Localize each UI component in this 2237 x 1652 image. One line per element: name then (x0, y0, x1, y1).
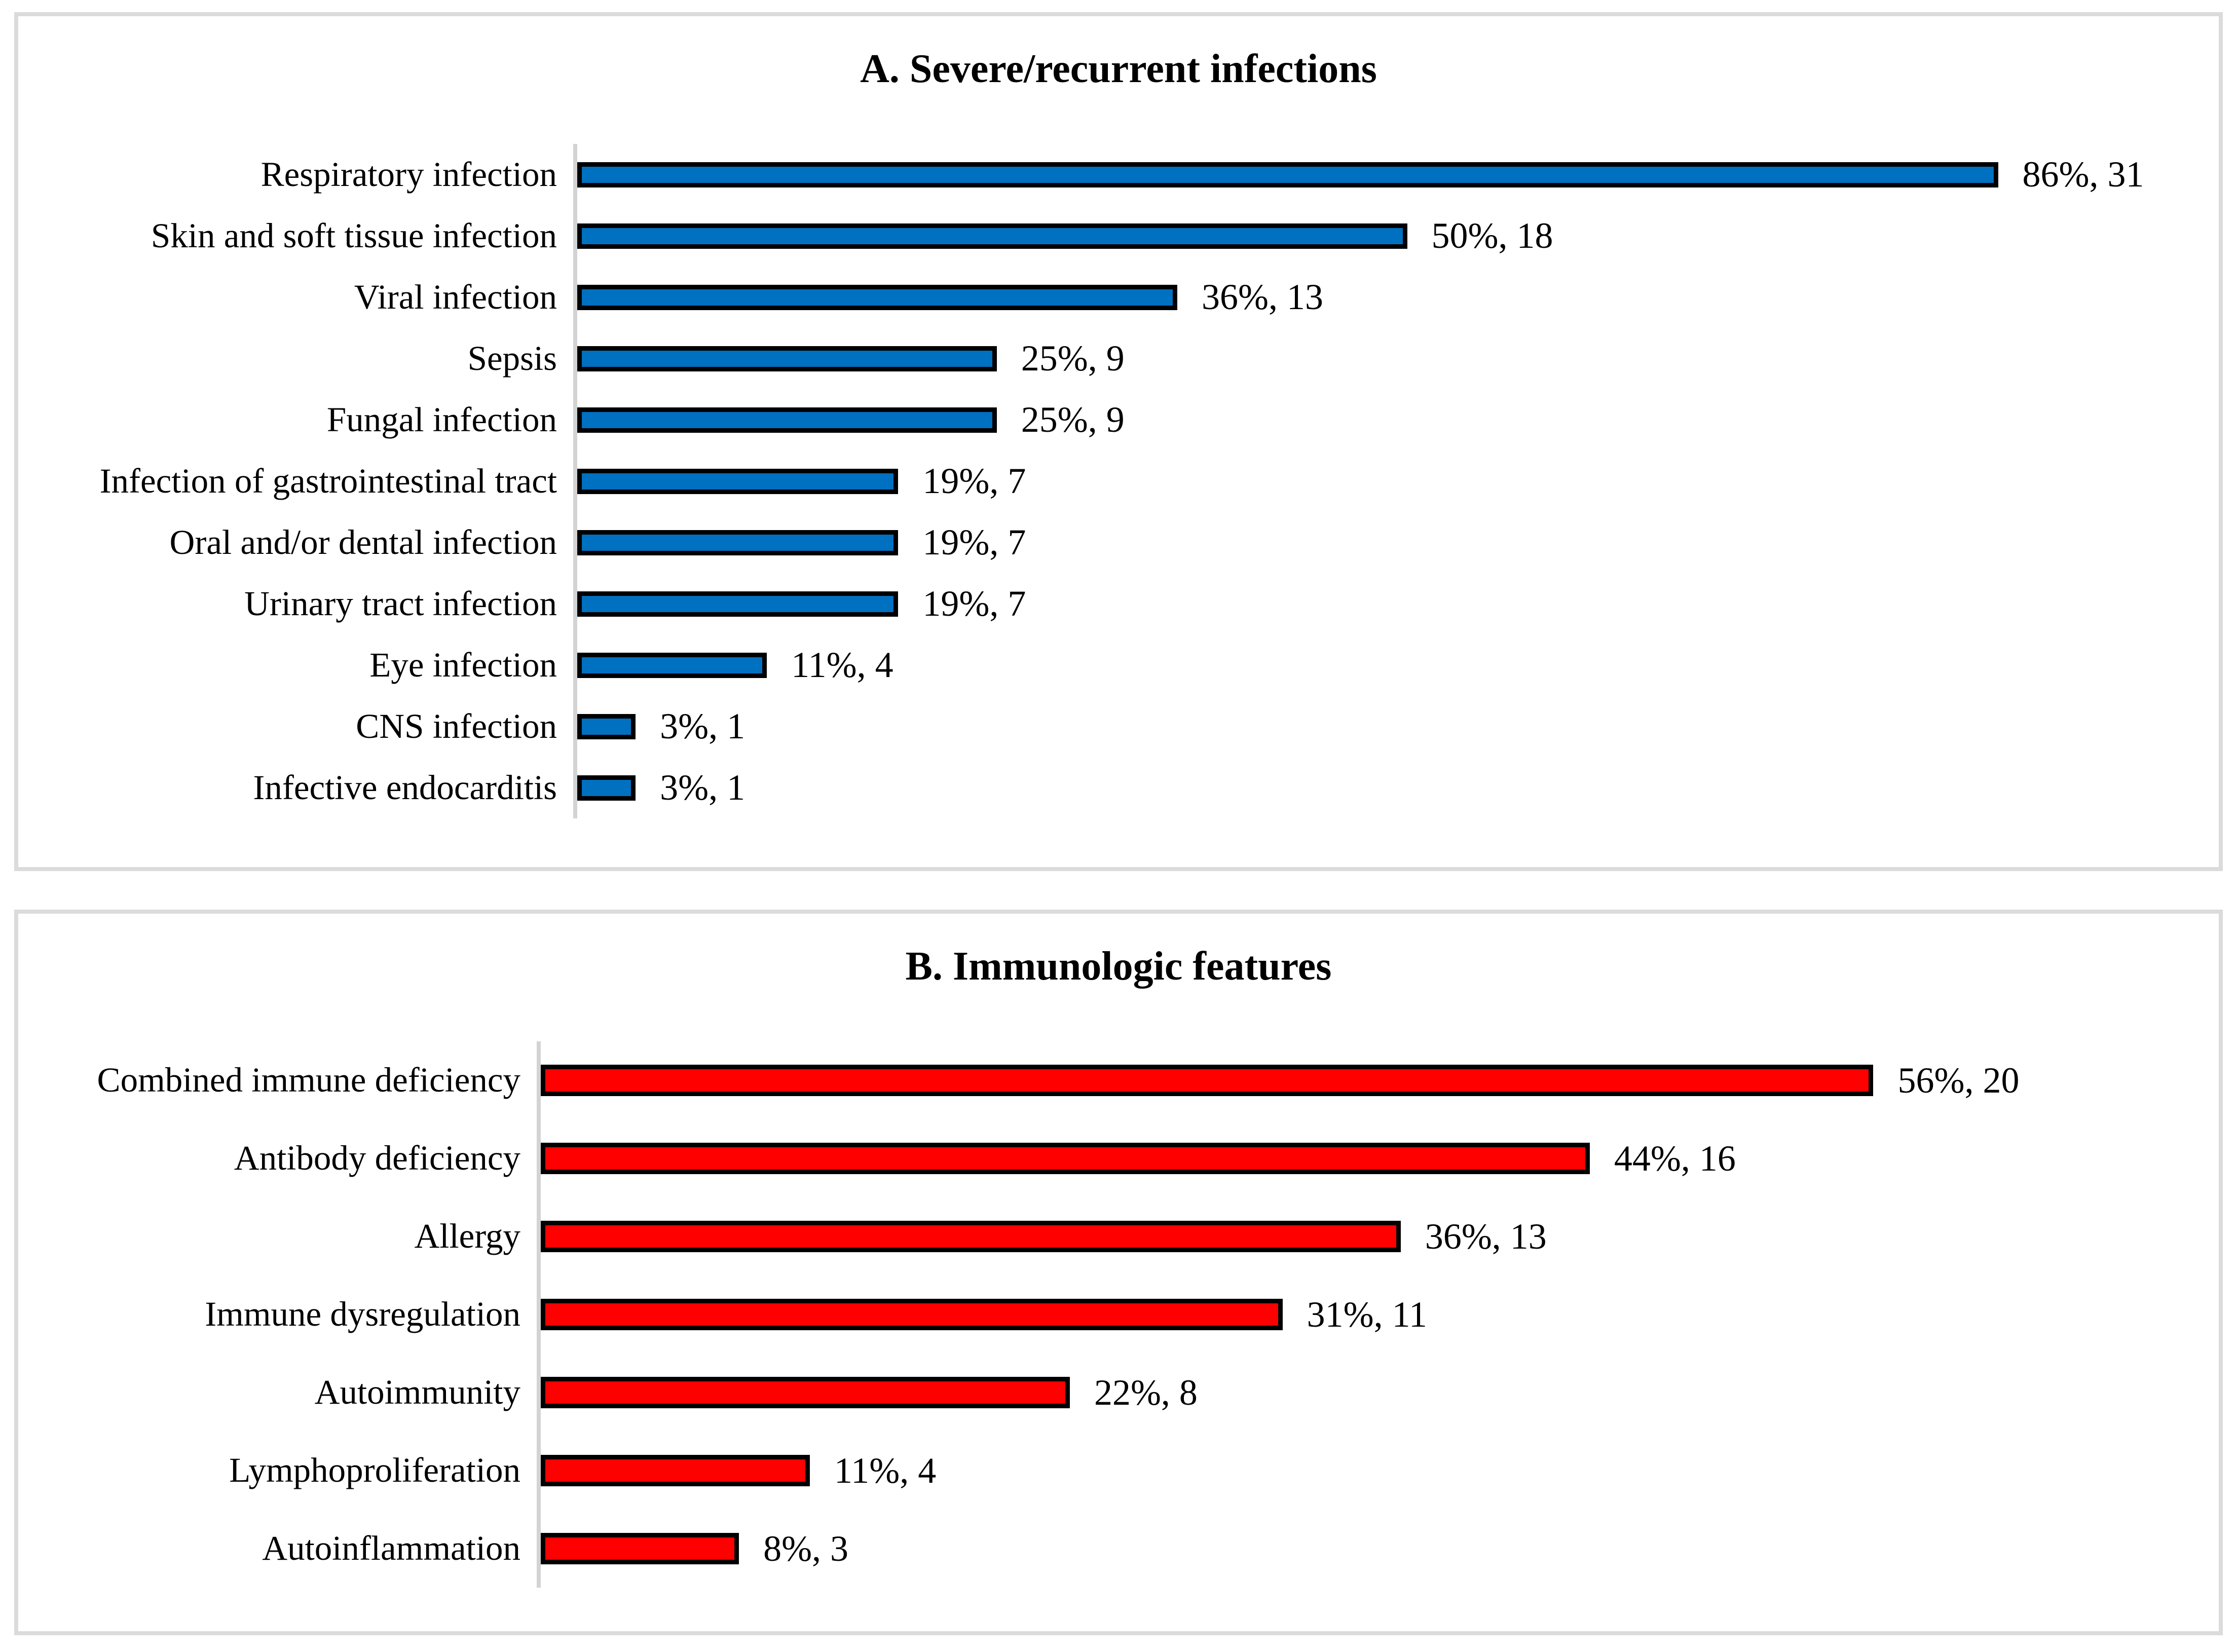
value-label: 22%, 8 (1094, 1372, 1198, 1413)
bar-area: 86%, 31 (573, 154, 2219, 196)
panel-immunologic-features: B. Immunologic features Combined immune … (14, 910, 2223, 1635)
value-label: 19%, 7 (922, 583, 1026, 624)
chart-row: Infective endocarditis 3%, 1 (18, 757, 2219, 818)
panel-a-title: A. Severe/recurrent infections (860, 47, 1377, 91)
chart-row: Oral and/or dental infection 19%, 7 (18, 512, 2219, 573)
chart-row: Lymphoproliferation 11%, 4 (18, 1432, 2219, 1510)
chart-row: Antibody deficiency 44%, 16 (18, 1119, 2219, 1197)
bar-area: 3%, 1 (573, 767, 2219, 809)
chart-row: Skin and soft tissue infection 50%, 18 (18, 205, 2219, 267)
data-bar (577, 223, 1407, 249)
panel-b-chart: Combined immune deficiency 56%, 20 Antibod… (18, 1041, 2219, 1588)
bar-area: 36%, 13 (537, 1216, 2219, 1258)
value-label: 31%, 11 (1307, 1294, 1427, 1335)
category-label: Urinary tract infection (244, 584, 557, 623)
value-label: 44%, 16 (1614, 1138, 1736, 1179)
data-bar (577, 284, 1178, 310)
chart-row: Allergy 36%, 13 (18, 1197, 2219, 1275)
panel-severe-recurrent-infections: A. Severe/recurrent infections Respirato… (14, 12, 2223, 871)
chart-row: Immune dysregulation 31%, 11 (18, 1275, 2219, 1354)
chart-row: CNS infection 3%, 1 (18, 696, 2219, 757)
chart-row: Combined immune deficiency 56%, 20 (18, 1041, 2219, 1119)
category-label: Autoinflammation (262, 1529, 520, 1568)
data-bar (541, 1533, 739, 1564)
category-label: Eye infection (369, 645, 557, 684)
data-bar (577, 530, 899, 555)
category-label: Skin and soft tissue infection (151, 216, 557, 255)
bar-area: 25%, 9 (573, 337, 2219, 380)
value-label: 8%, 3 (763, 1528, 849, 1569)
value-label: 50%, 18 (1431, 215, 1553, 256)
category-label: Immune dysregulation (205, 1295, 520, 1334)
bar-area: 36%, 13 (573, 276, 2219, 318)
data-bar (541, 1455, 810, 1486)
data-bar (577, 714, 636, 739)
data-bar (577, 468, 899, 494)
value-label: 3%, 1 (660, 706, 745, 746)
category-label: Respiratory infection (260, 155, 557, 194)
data-bar (577, 346, 997, 371)
bar-area: 50%, 18 (573, 215, 2219, 257)
data-bar (577, 591, 899, 617)
value-label: 56%, 20 (1897, 1060, 2020, 1101)
bar-area: 56%, 20 (537, 1060, 2219, 1102)
data-bar (577, 407, 997, 433)
data-bar (541, 1299, 1283, 1330)
value-label: 19%, 7 (922, 461, 1026, 501)
value-label: 3%, 1 (660, 767, 745, 808)
category-label: Oral and/or dental infection (169, 522, 557, 561)
value-label: 36%, 13 (1425, 1216, 1547, 1257)
chart-row: Infection of gastrointestinal tract 19%, … (18, 450, 2219, 512)
value-label: 11%, 4 (791, 645, 893, 685)
category-label: Sepsis (467, 339, 557, 378)
chart-row: Respiratory infection 86%, 31 (18, 144, 2219, 205)
bar-area: 19%, 7 (573, 460, 2219, 502)
bar-area: 19%, 7 (573, 521, 2219, 564)
category-label: Lymphoproliferation (229, 1451, 520, 1490)
bar-area: 25%, 9 (573, 399, 2219, 441)
chart-row: Fungal infection 25%, 9 (18, 389, 2219, 450)
data-bar (541, 1377, 1070, 1408)
bar-area: 31%, 11 (537, 1294, 2219, 1336)
category-axis-line (537, 1041, 541, 1588)
chart-row: Viral infection 36%, 13 (18, 267, 2219, 328)
category-label: Fungal infection (326, 400, 557, 439)
category-label: CNS infection (356, 706, 557, 745)
bar-area: 22%, 8 (537, 1372, 2219, 1414)
data-bar (541, 1143, 1590, 1174)
value-label: 11%, 4 (834, 1450, 937, 1491)
bar-area: 3%, 1 (573, 705, 2219, 747)
bar-area: 8%, 3 (537, 1528, 2219, 1570)
bar-area: 44%, 16 (537, 1138, 2219, 1180)
category-label: Combined immune deficiency (97, 1061, 520, 1100)
value-label: 86%, 31 (2022, 154, 2144, 195)
data-bar (577, 652, 767, 678)
category-label: Autoimmunity (314, 1373, 520, 1412)
category-label: Antibody deficiency (234, 1139, 520, 1178)
chart-row: Urinary tract infection 19%, 7 (18, 573, 2219, 634)
data-bar (541, 1221, 1401, 1252)
bar-area: 19%, 7 (573, 583, 2219, 625)
chart-row: Sepsis 25%, 9 (18, 328, 2219, 389)
panel-b-title: B. Immunologic features (905, 944, 1332, 989)
chart-row: Autoimmunity 22%, 8 (18, 1354, 2219, 1432)
data-bar (577, 162, 1998, 187)
category-label: Infective endocarditis (253, 768, 557, 807)
panel-a-chart: Respiratory infection 86%, 31 Skin and sof… (18, 144, 2219, 818)
data-bar (577, 775, 636, 801)
value-label: 25%, 9 (1021, 399, 1125, 440)
bar-area: 11%, 4 (537, 1450, 2219, 1492)
category-label: Allergy (414, 1217, 520, 1256)
data-bar (541, 1065, 1874, 1096)
category-label: Infection of gastrointestinal tract (99, 461, 557, 500)
value-label: 25%, 9 (1021, 338, 1125, 379)
chart-row: Autoinflammation 8%, 3 (18, 1510, 2219, 1588)
category-label: Viral infection (354, 277, 557, 316)
value-label: 36%, 13 (1202, 277, 1324, 317)
value-label: 19%, 7 (922, 522, 1026, 562)
chart-row: Eye infection 11%, 4 (18, 634, 2219, 696)
category-axis-line (573, 144, 577, 818)
bar-area: 11%, 4 (573, 644, 2219, 686)
